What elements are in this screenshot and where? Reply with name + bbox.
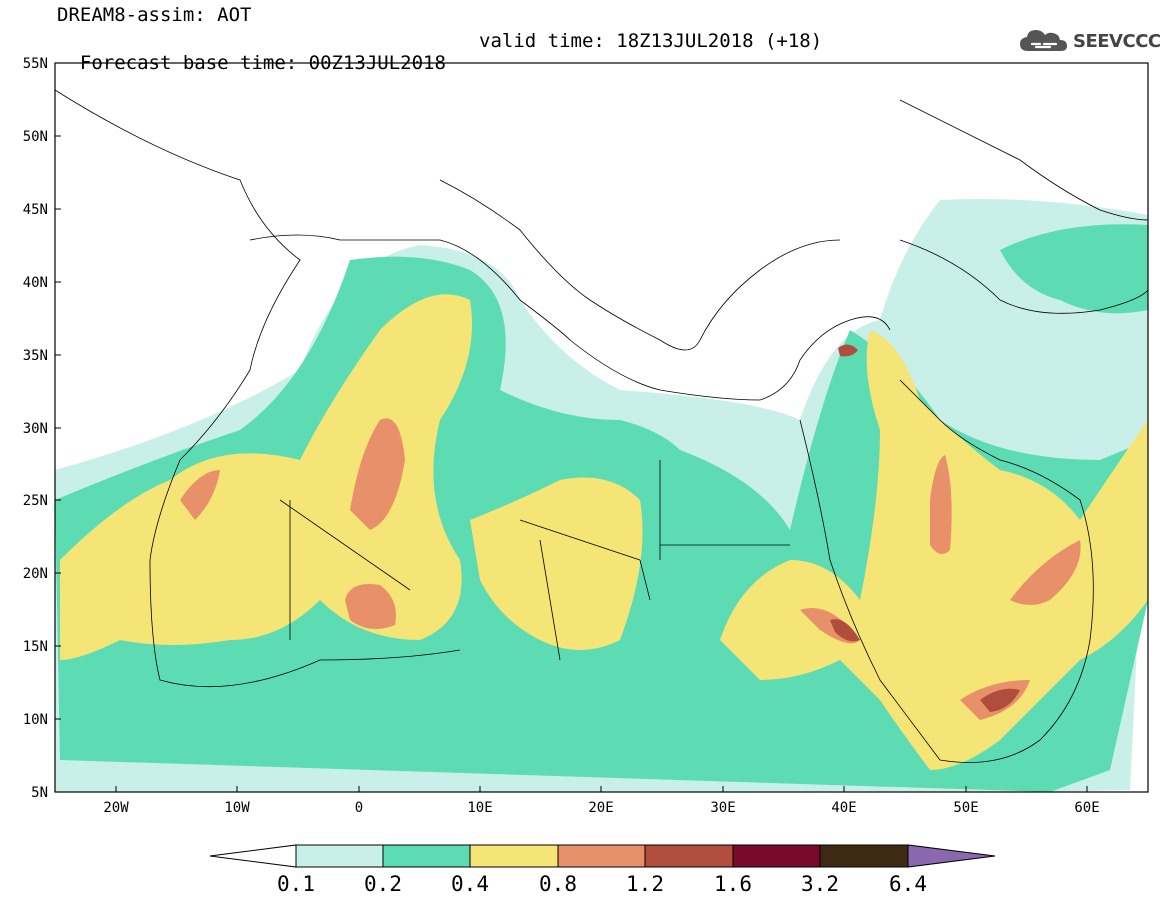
colorbar-swatch bbox=[732, 844, 821, 868]
lon-tick-label: 60E bbox=[1074, 800, 1099, 816]
chart-title: DREAM8-assim: AOT bbox=[57, 4, 252, 26]
lat-tick-label: 50N bbox=[23, 129, 48, 145]
aot-level-0.8-oman bbox=[1010, 540, 1081, 605]
lat-axis: 55N 50N 45N 40N 35N 30N 25N 20N 15N 10N … bbox=[23, 56, 61, 801]
aot-level-0.8-ksa bbox=[930, 455, 952, 554]
colorbar-label: 0.4 bbox=[451, 872, 489, 896]
colorbar-label: 3.2 bbox=[801, 872, 839, 896]
aot-level-0.2-caspian bbox=[1000, 224, 1148, 314]
lat-tick-label: 45N bbox=[23, 202, 48, 218]
lon-tick-label: 0 bbox=[355, 800, 363, 816]
colorbar bbox=[209, 844, 996, 868]
logo-text: SEEVCCC bbox=[1073, 30, 1161, 52]
aot-level-0.4-west bbox=[60, 294, 472, 660]
lon-tick-label: 30E bbox=[710, 800, 735, 816]
lon-tick-label: 40E bbox=[831, 800, 856, 816]
lon-axis: 20W 10W 0 10E 20E 30E 40E 50E 60E bbox=[103, 786, 1100, 816]
aot-level-0.4-central bbox=[470, 477, 643, 650]
lon-tick-label: 50E bbox=[953, 800, 978, 816]
colorbar-swatch bbox=[819, 844, 909, 868]
lat-tick-label: 5N bbox=[31, 785, 48, 801]
lon-tick-label: 10W bbox=[224, 800, 250, 816]
lat-tick-label: 20N bbox=[23, 566, 48, 582]
colorbar-over-triangle bbox=[907, 844, 996, 868]
lon-tick-label: 10E bbox=[467, 800, 492, 816]
aot-field bbox=[55, 199, 1148, 792]
colorbar-label: 6.4 bbox=[889, 872, 927, 896]
colorbar-swatch bbox=[469, 844, 559, 868]
colorbar-label: 0.8 bbox=[539, 872, 577, 896]
aot-level-1.2-iraq bbox=[838, 344, 858, 357]
aot-level-0.8-wsahara bbox=[180, 470, 220, 520]
cloud-icon bbox=[1020, 30, 1067, 51]
coastlines bbox=[55, 89, 1148, 763]
aot-level-1.2-somalia bbox=[980, 688, 1020, 712]
colorbar-swatch bbox=[557, 844, 646, 868]
lat-tick-label: 15N bbox=[23, 639, 48, 655]
colorbar-label: 0.1 bbox=[277, 872, 315, 896]
lon-tick-label: 20W bbox=[103, 800, 129, 816]
colorbar-swatch bbox=[382, 844, 471, 868]
lon-tick-label: 20E bbox=[588, 800, 613, 816]
colorbar-under-triangle bbox=[209, 844, 297, 868]
valid-time: valid time: 18Z13JUL2018 (+18) bbox=[479, 30, 823, 52]
aot-level-0.8-sahara bbox=[350, 418, 405, 530]
lat-tick-label: 10N bbox=[23, 712, 48, 728]
aot-level-1.2-eritrea bbox=[830, 619, 860, 642]
lat-tick-label: 55N bbox=[23, 56, 48, 72]
colorbar-swatch bbox=[644, 844, 734, 868]
lat-tick-label: 35N bbox=[23, 348, 48, 364]
seevccc-logo: SEEVCCC bbox=[1018, 26, 1161, 56]
lat-tick-label: 25N bbox=[23, 493, 48, 509]
colorbar-label: 0.2 bbox=[364, 872, 402, 896]
colorbar-swatch bbox=[295, 844, 384, 868]
colorbar-label: 1.6 bbox=[714, 872, 752, 896]
lat-tick-label: 30N bbox=[23, 421, 48, 437]
colorbar-label: 1.2 bbox=[626, 872, 664, 896]
lat-tick-label: 40N bbox=[23, 275, 48, 291]
aot-level-0.8-mali bbox=[345, 584, 396, 629]
